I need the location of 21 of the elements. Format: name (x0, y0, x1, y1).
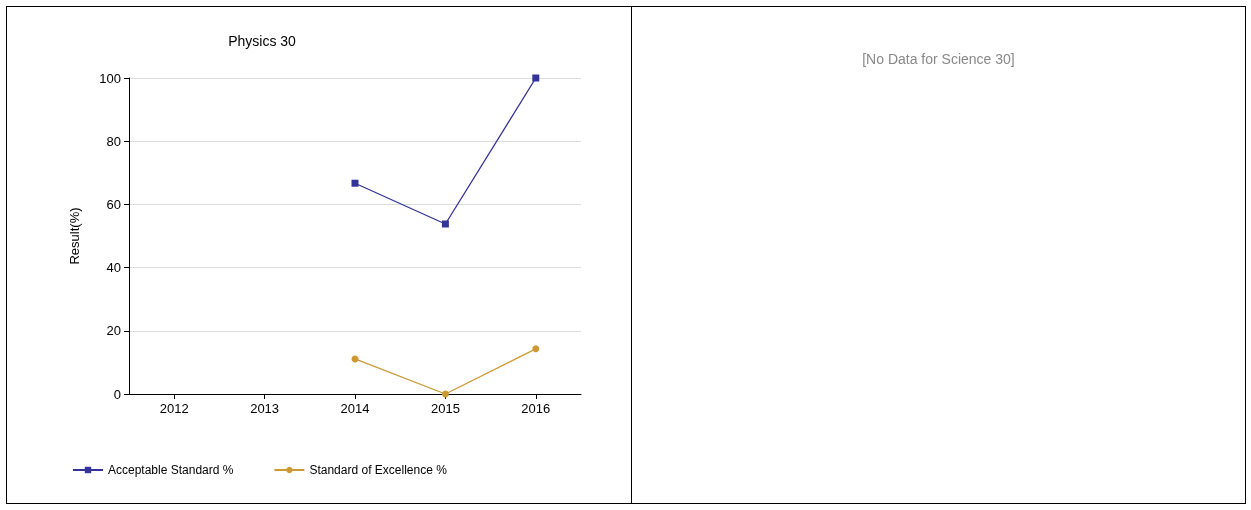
y-tick-label: 20 (106, 323, 121, 339)
point (351, 179, 359, 187)
x-tick-label: 2013 (250, 401, 280, 416)
point (532, 74, 540, 82)
y-tick-label: 40 (106, 260, 121, 276)
chart-title: Physics 30 (228, 33, 297, 49)
y-tick-label: 60 (106, 196, 121, 212)
text: [No Data for Science 30] (862, 51, 1015, 67)
x-tick-label: 2016 (521, 401, 551, 416)
point (441, 390, 449, 398)
y-tick-label: 0 (113, 386, 121, 402)
y-axis-title: Result(%) (67, 207, 82, 265)
point (532, 345, 540, 353)
legend-label: Standard of Excellence % (309, 463, 448, 477)
legend-label: Acceptable Standard % (108, 463, 234, 477)
y-tick-label: 80 (106, 133, 121, 149)
x-tick-label: 2012 (159, 401, 189, 416)
point (441, 220, 449, 228)
y-tick-label: 100 (99, 70, 121, 86)
x-tick-label: 2015 (430, 401, 460, 416)
x-tick-label: 2014 (340, 401, 370, 416)
